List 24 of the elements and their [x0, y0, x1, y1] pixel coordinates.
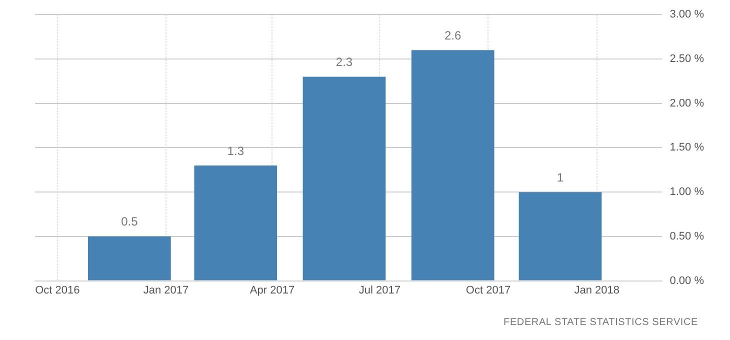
x-tick-label: Jan 2017: [143, 284, 189, 296]
data-label: 2.3: [336, 55, 353, 70]
bar: [518, 192, 602, 280]
y-tick-label: 2.00 %: [670, 97, 704, 110]
x-tick-label: Jul 2017: [358, 284, 400, 296]
x-tick-label: Apr 2017: [250, 284, 295, 296]
y-tick-label: 3.00 %: [670, 8, 704, 21]
y-tick-label: 0.00 %: [670, 274, 704, 287]
y-tick-label: 0.50 %: [670, 230, 704, 242]
y-tick-label: 1.50 %: [670, 142, 704, 154]
data-label: 2.6: [444, 28, 462, 42]
bar: [302, 76, 386, 280]
text: FEDERAL STATE STATISTICS SERVICE: [504, 317, 698, 328]
y-tick-label: 2.50 %: [670, 53, 704, 65]
data-label: 0.5: [121, 214, 138, 229]
data-label: 1: [556, 170, 564, 184]
data-label: 1.3: [227, 144, 244, 158]
bar: [88, 236, 171, 280]
x-tick-label: Jan 2018: [574, 284, 620, 296]
bar: [194, 165, 278, 280]
bar: [411, 50, 494, 280]
x-tick-label: Oct 2016: [35, 284, 80, 296]
y-tick-label: 1.00 %: [670, 186, 704, 198]
x-tick-label: Oct 2017: [466, 284, 511, 296]
